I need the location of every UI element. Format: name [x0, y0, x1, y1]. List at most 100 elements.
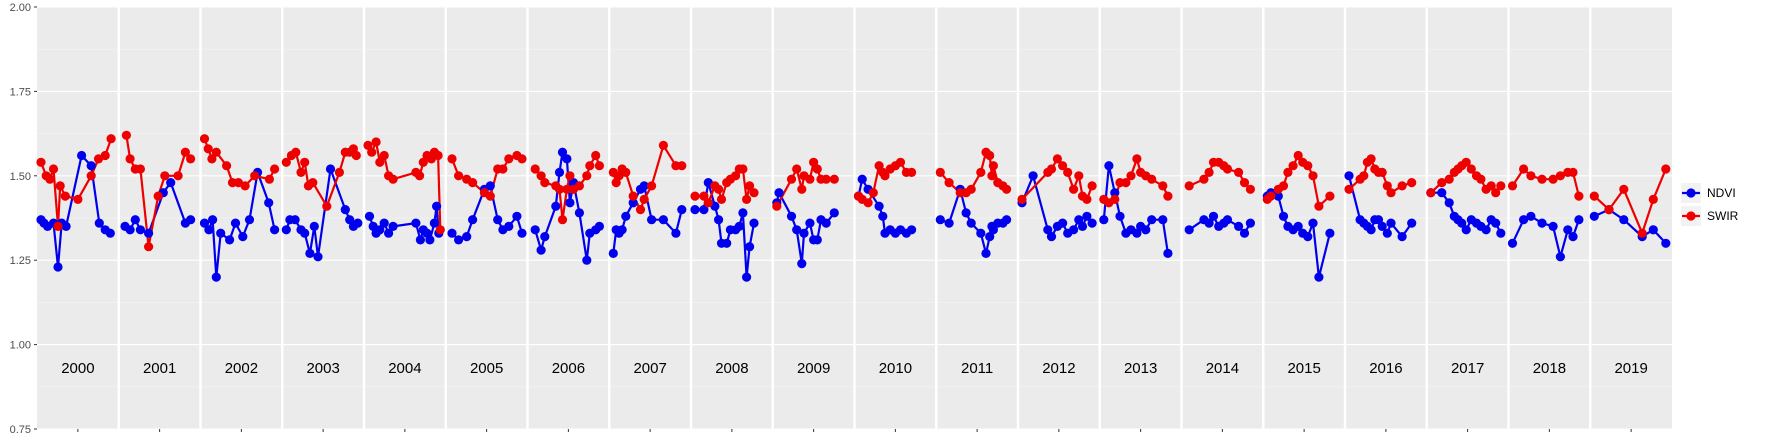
data-point-swir [203, 144, 213, 154]
data-point-swir [1278, 181, 1289, 191]
data-point-swir [985, 150, 995, 161]
data-point-ndvi [1069, 225, 1079, 235]
data-point-ndvi [1589, 211, 1599, 221]
data-point-ndvi [617, 225, 627, 235]
data-point-swir [1555, 171, 1565, 181]
data-point-swir [1052, 154, 1062, 164]
data-point-swir [628, 191, 638, 201]
data-point-swir [976, 167, 986, 177]
data-point-swir [1359, 171, 1369, 181]
data-point-swir [690, 191, 700, 201]
data-point-ndvi [805, 218, 815, 228]
data-point-ndvi [1222, 215, 1233, 225]
data-point-ndvi [1278, 211, 1289, 221]
data-point-swir [738, 164, 748, 174]
data-point-ndvi [244, 215, 255, 225]
data-point-swir [415, 171, 425, 181]
data-point-swir [1507, 181, 1518, 191]
y-axis: 0.75 1.00 1.25 1.50 1.75 2.00 [10, 2, 1632, 436]
facet-label: 2017 [1451, 360, 1484, 377]
data-point-ndvi [204, 225, 214, 235]
data-point-ndvi [313, 252, 323, 262]
data-point-ndvi [677, 205, 687, 215]
data-point-ndvi [530, 225, 540, 235]
data-point-swir [1308, 171, 1318, 181]
data-point-swir [658, 140, 669, 150]
data-point-ndvi [742, 272, 752, 282]
data-point-ndvi [1407, 218, 1417, 228]
data-point-swir [1063, 167, 1073, 177]
data-point-ndvi [345, 215, 355, 225]
data-point-swir [1245, 184, 1255, 194]
data-point-swir [447, 154, 457, 164]
data-point-swir [1377, 167, 1387, 177]
data-point-swir [60, 191, 70, 201]
data-point-swir [772, 201, 782, 211]
data-point-swir [812, 164, 822, 174]
data-point-swir [585, 161, 595, 171]
data-point-ndvi [504, 221, 514, 231]
data-point-swir [1121, 178, 1131, 188]
data-point-swir [322, 201, 332, 211]
data-point-ndvi [699, 205, 709, 215]
data-point-ndvi [144, 228, 154, 238]
data-point-swir [1074, 171, 1084, 181]
data-point-ndvi [1373, 215, 1384, 225]
data-point-swir [987, 171, 997, 181]
data-point-ndvi [738, 208, 748, 218]
data-point-swir [1314, 201, 1324, 211]
y-tick-label: 2.00 [10, 2, 31, 14]
data-point-ndvi [1104, 161, 1114, 171]
data-point-swir [1082, 194, 1092, 204]
data-point-swir [281, 157, 291, 167]
data-point-swir [1199, 174, 1209, 184]
data-point-ndvi [1444, 198, 1454, 208]
y-tick-label: 1.00 [10, 340, 31, 352]
data-point-ndvi [375, 225, 385, 235]
data-point-ndvi [821, 218, 831, 228]
data-point-swir [135, 164, 145, 174]
data-point-ndvi [415, 235, 425, 245]
data-point-swir [1184, 181, 1194, 191]
data-point-ndvi [1526, 211, 1536, 221]
data-point-ndvi [130, 215, 140, 225]
facet-label: 2005 [470, 360, 503, 377]
data-point-swir [454, 171, 464, 181]
data-point-ndvi [364, 211, 375, 221]
data-point-ndvi [1115, 211, 1125, 221]
data-point-ndvi [565, 198, 575, 208]
data-point-swir [48, 164, 59, 174]
data-point-ndvi [1087, 218, 1097, 228]
data-point-swir [1637, 228, 1647, 238]
data-point-swir [621, 167, 631, 177]
data-point-ndvi [225, 235, 235, 245]
data-point-ndvi [961, 208, 971, 218]
data-point-ndvi [468, 215, 478, 225]
facet-label: 2009 [797, 360, 830, 377]
data-point-swir [1604, 205, 1614, 215]
data-point-swir [186, 154, 196, 164]
data-point-ndvi [734, 221, 744, 231]
data-point-swir [749, 188, 759, 198]
data-point-ndvi [1141, 225, 1151, 235]
data-point-ndvi [966, 218, 976, 228]
data-point-swir [1087, 181, 1097, 191]
data-point-swir [1046, 164, 1057, 174]
data-point-ndvi [1377, 221, 1387, 231]
data-point-swir [1496, 181, 1506, 191]
data-point-swir [829, 174, 839, 184]
data-point-swir [240, 181, 250, 191]
series-layer [36, 130, 1671, 282]
data-point-swir [1058, 161, 1068, 171]
facet-label: 2010 [879, 360, 912, 377]
data-point-ndvi [797, 259, 807, 269]
facet-label: 2015 [1287, 360, 1320, 377]
data-point-swir [565, 171, 575, 181]
data-point-ndvi [1491, 218, 1501, 228]
data-point-ndvi [582, 255, 592, 265]
data-point-swir [1110, 194, 1120, 204]
data-point-swir [530, 164, 540, 174]
data-point-swir [935, 167, 945, 177]
data-point-swir [880, 171, 890, 181]
data-point-swir [517, 154, 527, 164]
